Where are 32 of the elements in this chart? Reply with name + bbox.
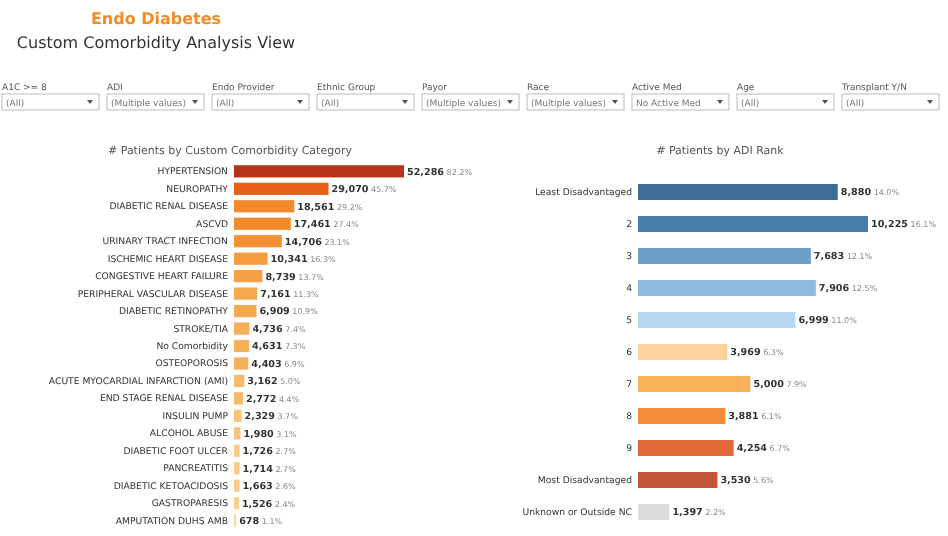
text: Custom Comorbidity Analysis View — [16, 34, 297, 52]
bar — [234, 427, 241, 440]
bar — [234, 165, 404, 178]
bar — [234, 339, 250, 353]
bar — [234, 357, 249, 370]
bar — [638, 184, 838, 200]
bar — [638, 408, 726, 424]
bar — [234, 462, 240, 475]
bar — [638, 440, 734, 456]
bar — [234, 392, 244, 405]
bar — [638, 504, 670, 520]
bar — [234, 322, 250, 335]
bar — [638, 312, 796, 328]
bar — [234, 479, 240, 492]
text: Endo Diabetes — [90, 10, 222, 28]
bar — [234, 270, 263, 283]
bar — [234, 200, 295, 213]
bar — [234, 304, 257, 318]
bar — [234, 252, 268, 265]
bar — [234, 374, 245, 388]
bar — [638, 344, 728, 360]
bar — [234, 217, 291, 230]
bar — [638, 248, 811, 264]
bar — [638, 376, 751, 392]
bar — [234, 444, 240, 457]
bar — [638, 280, 816, 296]
bar — [234, 235, 282, 248]
bar — [234, 287, 258, 300]
bar — [234, 409, 242, 422]
bar — [638, 472, 718, 488]
bar — [638, 216, 868, 232]
bar — [234, 182, 329, 195]
